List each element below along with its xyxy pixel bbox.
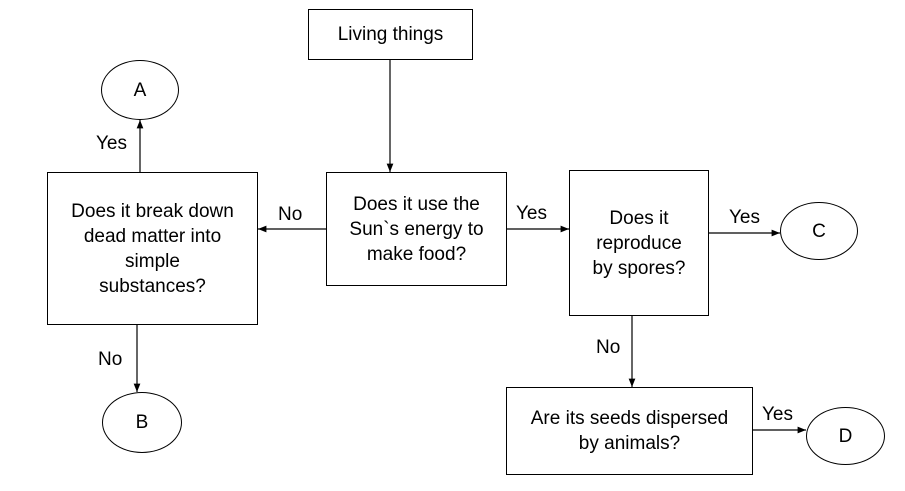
edge-label-sun-yes: Yes xyxy=(516,203,547,224)
terminal-a: A xyxy=(101,60,179,120)
terminal-c: C xyxy=(780,202,858,260)
edge-label-spores-no: No xyxy=(596,337,621,358)
edge-label-spores-yes: Yes xyxy=(729,207,760,228)
node-spores-question: Does it reproduce by spores? xyxy=(569,170,709,316)
node-sun-energy-question: Does it use the Sun`s energy to make foo… xyxy=(326,172,507,286)
edge-label-decomposer-yes: Yes xyxy=(96,133,127,154)
terminal-b: B xyxy=(102,392,182,453)
edge-label-decomposer-no: No xyxy=(98,349,123,370)
edge-label-seeds-yes: Yes xyxy=(762,404,793,425)
node-decomposer-question: Does it break down dead matter into simp… xyxy=(47,172,258,325)
node-seeds-question: Are its seeds dispersed by animals? xyxy=(506,387,753,475)
terminal-d: D xyxy=(806,407,885,465)
node-living-things: Living things xyxy=(308,9,473,60)
edge-label-sun-no: No xyxy=(278,204,303,225)
